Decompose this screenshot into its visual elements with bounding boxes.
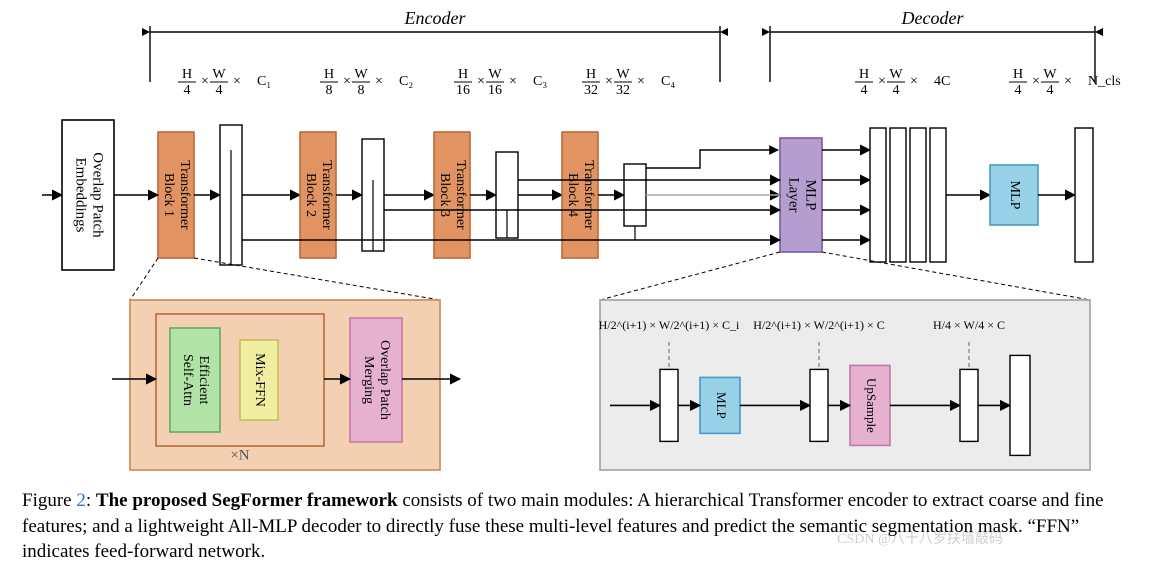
- label: H: [586, 67, 596, 82]
- detail-in-label-1: H/2^(i+1) × W/2^(i+1) × C_i: [599, 318, 740, 332]
- label: H: [1013, 67, 1023, 82]
- concat-feature-3: [910, 128, 926, 262]
- concat-feature-2: [890, 128, 906, 262]
- architecture-diagram: EncoderDecoderOverlap PatchEmbeddingsTra…: [0, 0, 1152, 567]
- detail-in-3: [960, 369, 978, 441]
- efficient-self-attn-label: EfficientSelf-Attn: [180, 354, 211, 406]
- label: ×: [375, 74, 383, 89]
- detail-in-label-3: H/4 × W/4 × C: [933, 318, 1005, 332]
- label: 4: [216, 83, 223, 98]
- detail-mlp-label: MLP: [714, 392, 729, 419]
- figure-number-label: Figure: [22, 490, 72, 511]
- output-feature: [1075, 128, 1093, 262]
- feature-s4: [624, 164, 646, 226]
- label: 4C: [934, 74, 950, 89]
- label: W: [212, 67, 226, 82]
- label: ×: [637, 74, 645, 89]
- label: H: [458, 67, 468, 82]
- label: ×: [201, 74, 209, 89]
- skip-arrow-4: [646, 150, 778, 168]
- overlap-patch-embeddings-label: Overlap PatchEmbeddings: [72, 152, 105, 238]
- label: ×: [910, 74, 918, 89]
- label: 16: [456, 83, 470, 98]
- label: W: [354, 67, 368, 82]
- label: N_cls: [1088, 74, 1121, 89]
- label: H: [182, 67, 192, 82]
- detail-in-label-2: H/2^(i+1) × W/2^(i+1) × C: [753, 318, 884, 332]
- label: 8: [358, 83, 365, 98]
- label: 4: [1015, 83, 1022, 98]
- detail-in-2: [810, 369, 828, 441]
- label: C₂: [399, 74, 413, 89]
- label: ×: [1064, 74, 1072, 89]
- figure-number: 2: [76, 490, 86, 511]
- label: 32: [584, 83, 598, 98]
- label: C₃: [533, 74, 547, 89]
- label: H: [324, 67, 334, 82]
- label: ×: [509, 74, 517, 89]
- figure-caption: Figure 2: The proposed SegFormer framewo…: [22, 488, 1130, 565]
- label: C₄: [661, 74, 675, 89]
- detail-in-1: [660, 369, 678, 441]
- label: ×: [343, 74, 351, 89]
- concat-feature-4: [930, 128, 946, 262]
- label: 32: [616, 83, 630, 98]
- label: 4: [1047, 83, 1054, 98]
- label: ×: [605, 74, 613, 89]
- concat-feature-1: [870, 128, 886, 262]
- label: C₁: [257, 74, 271, 89]
- label: 16: [488, 83, 502, 98]
- label: ×: [233, 74, 241, 89]
- label: 8: [326, 83, 333, 98]
- mlp-layer-label: MLPLayer: [785, 178, 818, 213]
- label: 4: [861, 83, 868, 98]
- label: W: [889, 67, 903, 82]
- caption-strong: The proposed SegFormer framework: [96, 490, 398, 511]
- label: 4: [893, 83, 900, 98]
- label: ×: [1032, 74, 1040, 89]
- encoder-label: Encoder: [404, 8, 467, 28]
- label: W: [1043, 67, 1057, 82]
- label: H: [859, 67, 869, 82]
- timesN-label: ×N: [230, 447, 249, 463]
- label: W: [616, 67, 630, 82]
- label: ×: [477, 74, 485, 89]
- decoder-label: Decoder: [901, 8, 965, 28]
- label: ×: [878, 74, 886, 89]
- detail-out: [1010, 355, 1030, 455]
- label: 4: [184, 83, 191, 98]
- mlp-head-label: MLP: [1007, 181, 1022, 210]
- mix-ffn-label: Mix-FFN: [252, 353, 267, 407]
- upsample-label: UpSample: [864, 378, 879, 433]
- label: W: [488, 67, 502, 82]
